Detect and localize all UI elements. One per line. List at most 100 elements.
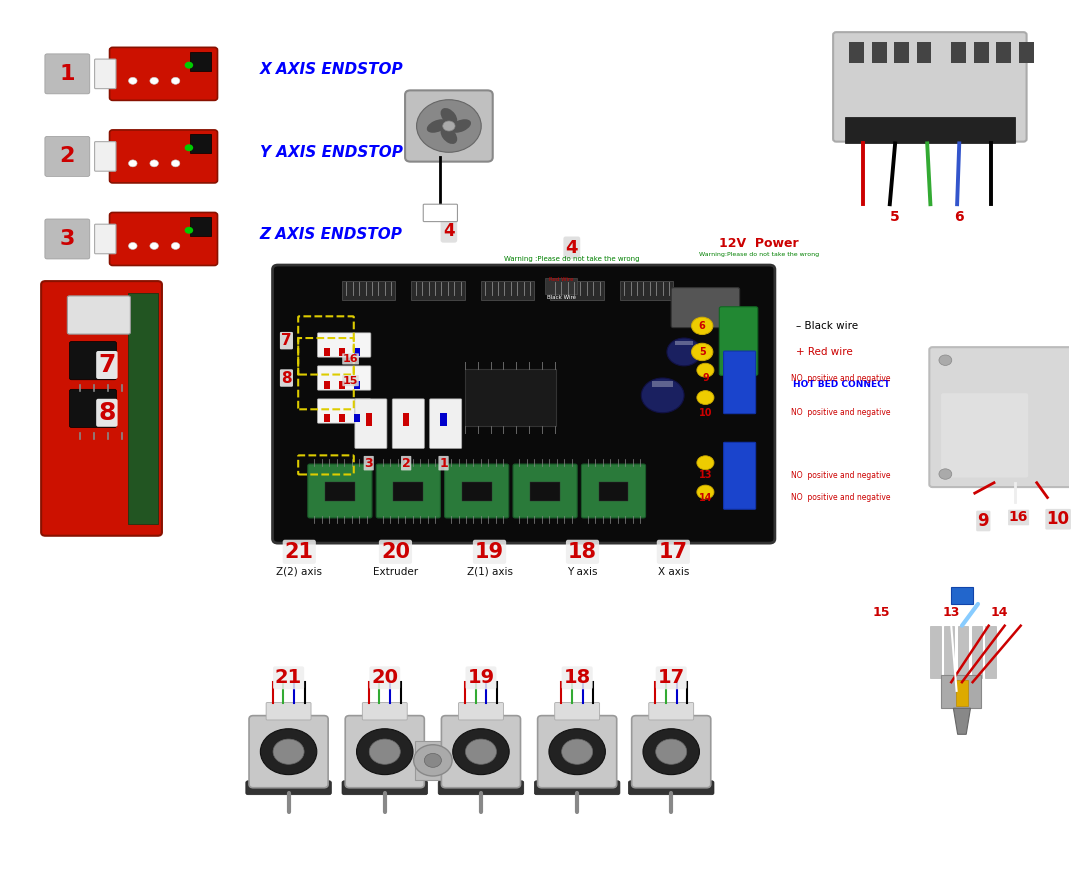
FancyBboxPatch shape: [581, 464, 645, 518]
Circle shape: [129, 242, 137, 249]
Bar: [550, 281, 604, 300]
Bar: [675, 341, 693, 345]
Text: 4: 4: [566, 239, 578, 256]
Text: 14: 14: [991, 607, 1008, 619]
Bar: [971, 626, 982, 678]
Text: 1: 1: [60, 63, 75, 84]
FancyBboxPatch shape: [719, 307, 758, 375]
FancyBboxPatch shape: [459, 702, 504, 720]
Text: 13: 13: [942, 607, 959, 619]
Text: 18: 18: [564, 668, 591, 687]
FancyBboxPatch shape: [245, 780, 331, 794]
FancyBboxPatch shape: [45, 219, 90, 259]
FancyBboxPatch shape: [833, 32, 1027, 142]
Circle shape: [172, 77, 180, 84]
FancyBboxPatch shape: [405, 90, 493, 162]
Circle shape: [465, 739, 496, 765]
FancyBboxPatch shape: [554, 702, 599, 720]
FancyBboxPatch shape: [430, 399, 462, 448]
Circle shape: [425, 753, 442, 767]
Text: 21: 21: [285, 541, 314, 562]
Circle shape: [184, 144, 193, 151]
Bar: [324, 414, 330, 422]
Text: Red Wire: Red Wire: [549, 277, 574, 282]
Bar: [985, 626, 996, 678]
Text: 17: 17: [659, 541, 688, 562]
Text: 9: 9: [702, 373, 709, 383]
Circle shape: [150, 77, 159, 84]
FancyBboxPatch shape: [929, 347, 1072, 487]
FancyBboxPatch shape: [941, 393, 1028, 478]
Text: 6: 6: [954, 210, 964, 224]
Bar: [190, 51, 211, 70]
Text: 16: 16: [343, 354, 358, 364]
FancyBboxPatch shape: [94, 59, 116, 89]
Bar: [545, 278, 577, 294]
Text: 3: 3: [364, 457, 373, 469]
Text: NO  positive and negative: NO positive and negative: [791, 494, 891, 502]
FancyBboxPatch shape: [272, 265, 775, 543]
Circle shape: [697, 391, 714, 405]
Text: 10: 10: [1046, 510, 1070, 528]
FancyBboxPatch shape: [438, 780, 524, 794]
FancyBboxPatch shape: [724, 351, 756, 414]
Bar: [940, 675, 981, 708]
Text: 21: 21: [274, 668, 302, 687]
Text: 14: 14: [699, 493, 712, 503]
Text: 2: 2: [402, 457, 411, 469]
Text: – Black wire: – Black wire: [796, 321, 859, 331]
FancyBboxPatch shape: [538, 716, 616, 787]
Text: NO  positive and negative: NO positive and negative: [791, 408, 891, 417]
Bar: [339, 381, 345, 389]
FancyBboxPatch shape: [376, 464, 441, 518]
Bar: [465, 369, 555, 426]
Bar: [531, 482, 560, 501]
Bar: [845, 117, 1015, 143]
Text: 10: 10: [699, 408, 712, 418]
Circle shape: [369, 739, 400, 765]
FancyBboxPatch shape: [535, 780, 620, 794]
FancyBboxPatch shape: [109, 212, 218, 266]
Bar: [128, 293, 158, 523]
Ellipse shape: [450, 119, 471, 133]
Bar: [1018, 42, 1033, 63]
FancyBboxPatch shape: [342, 780, 428, 794]
Bar: [481, 281, 535, 300]
Bar: [996, 42, 1011, 63]
Text: 6: 6: [699, 321, 705, 331]
FancyBboxPatch shape: [362, 702, 407, 720]
Text: 8: 8: [99, 401, 116, 425]
FancyBboxPatch shape: [249, 716, 328, 787]
FancyBboxPatch shape: [423, 204, 458, 222]
Text: 18: 18: [568, 541, 597, 562]
Circle shape: [691, 343, 713, 361]
Bar: [652, 381, 673, 387]
Text: 5: 5: [890, 210, 900, 224]
Bar: [973, 42, 988, 63]
Circle shape: [184, 62, 193, 69]
Text: 9: 9: [978, 512, 989, 530]
Bar: [342, 281, 396, 300]
Text: Black Wire: Black Wire: [547, 295, 576, 301]
FancyBboxPatch shape: [45, 54, 90, 94]
Bar: [620, 281, 673, 300]
Text: Z(1) axis: Z(1) axis: [466, 567, 512, 577]
Text: 19: 19: [467, 668, 494, 687]
FancyBboxPatch shape: [442, 716, 521, 787]
Text: + Red wire: + Red wire: [796, 347, 853, 357]
FancyBboxPatch shape: [94, 142, 116, 171]
Bar: [462, 482, 492, 501]
FancyBboxPatch shape: [649, 702, 694, 720]
Bar: [190, 135, 211, 154]
Circle shape: [641, 378, 684, 413]
FancyBboxPatch shape: [109, 129, 218, 182]
Text: 1: 1: [440, 457, 448, 469]
Circle shape: [184, 227, 193, 234]
FancyBboxPatch shape: [392, 399, 425, 448]
Bar: [339, 414, 345, 422]
FancyBboxPatch shape: [266, 702, 311, 720]
Circle shape: [172, 160, 180, 167]
Text: X axis: X axis: [657, 567, 689, 577]
Bar: [957, 626, 968, 678]
Circle shape: [414, 745, 452, 776]
